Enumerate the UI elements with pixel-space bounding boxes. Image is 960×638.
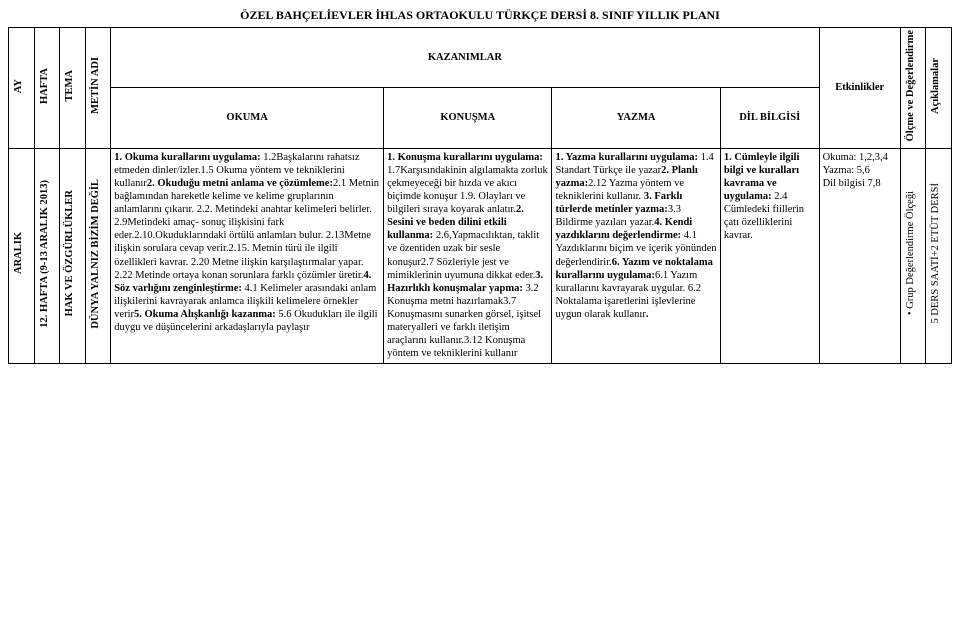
- plan-table: AY HAFTA TEMA METİN ADI KAZANIMLAR Etkin…: [8, 27, 952, 364]
- header-olcme: Ölçme ve Değerlendirme: [900, 28, 926, 149]
- cell-ay: ARALIK: [9, 148, 35, 363]
- cell-yazma: 1. Yazma kurallarını uygulama: 1.4 Stand…: [552, 148, 720, 363]
- cell-metin-adi: DÜNYA YALNIZ BİZİM DEĞİL: [85, 148, 111, 363]
- header-yazma: YAZMA: [552, 88, 720, 148]
- cell-dil-bilgisi: 1. Cümleyle ilgili bilgi ve kuralları ka…: [720, 148, 819, 363]
- header-aciklamalar: Açıklamalar: [926, 28, 952, 149]
- cell-olcme: • Grup Değerlendirme Ölçeği: [900, 148, 926, 363]
- cell-tema: HAK VE ÖZGÜRLÜKLER: [60, 148, 86, 363]
- header-metin-adi: METİN ADI: [85, 28, 111, 149]
- header-dil-bilgisi: DİL BİLGİSİ: [720, 88, 819, 148]
- cell-hafta: 12. HAFTA (9-13 ARALIK 2013): [34, 148, 60, 363]
- header-hafta: HAFTA: [34, 28, 60, 149]
- cell-konusma: 1. Konuşma kurallarını uygulama: 1.7Karş…: [384, 148, 552, 363]
- table-row: ARALIK 12. HAFTA (9-13 ARALIK 2013) HAK …: [9, 148, 952, 363]
- header-konusma: KONUŞMA: [384, 88, 552, 148]
- header-ay: AY: [9, 28, 35, 149]
- header-okuma: OKUMA: [111, 88, 384, 148]
- header-kazanimlar: KAZANIMLAR: [111, 28, 819, 88]
- cell-aciklamalar: 5 DERS SAATİ+2 ETÜT DERSİ: [926, 148, 952, 363]
- cell-okuma: 1. Okuma kurallarını uygulama: 1.2Başkal…: [111, 148, 384, 363]
- document-title: ÖZEL BAHÇELİEVLER İHLAS ORTAOKULU TÜRKÇE…: [8, 8, 952, 23]
- header-tema: TEMA: [60, 28, 86, 149]
- cell-etkinlikler: Okuma: 1,2,3,4Yazma: 5,6Dil bilgisi 7,8: [819, 148, 900, 363]
- header-etkinlikler: Etkinlikler: [819, 28, 900, 149]
